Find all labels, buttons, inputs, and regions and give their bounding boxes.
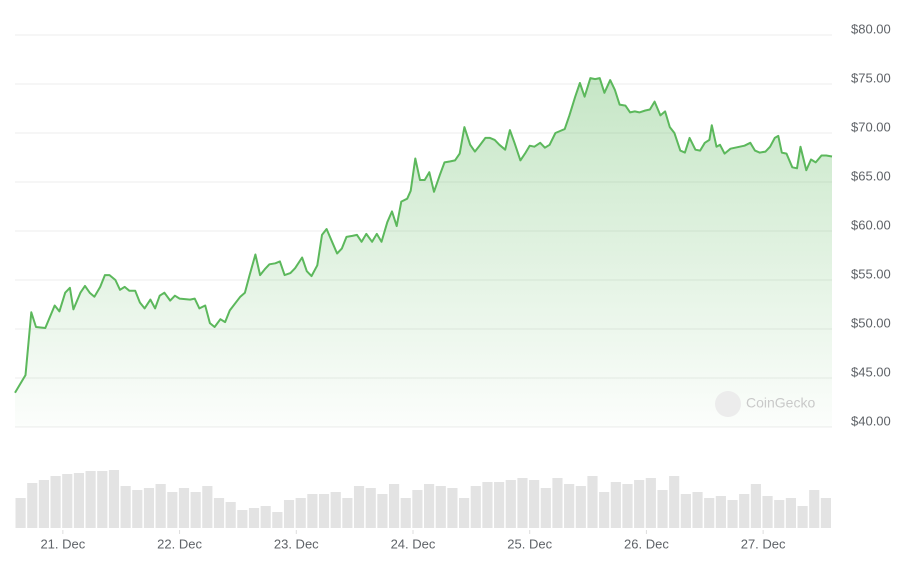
volume-bar bbox=[622, 484, 633, 528]
volume-bar bbox=[750, 484, 761, 528]
volume-bar bbox=[330, 492, 341, 528]
watermark-text: CoinGecko bbox=[746, 395, 815, 411]
volume-bar bbox=[634, 480, 645, 528]
volume-bar bbox=[108, 470, 120, 528]
volume-bar bbox=[307, 494, 318, 528]
watermark-logo bbox=[715, 391, 741, 417]
y-tick-label: $65.00 bbox=[851, 168, 891, 183]
volume-bar bbox=[459, 498, 470, 528]
volume-bar bbox=[727, 500, 738, 528]
volume-bar bbox=[50, 476, 61, 528]
volume-bar bbox=[610, 482, 621, 528]
y-tick-label: $45.00 bbox=[851, 364, 891, 379]
volume-bar bbox=[62, 474, 73, 528]
volume-bar bbox=[575, 486, 586, 528]
y-tick-label: $75.00 bbox=[851, 70, 891, 85]
volume-bar bbox=[494, 482, 505, 528]
volume-bar bbox=[564, 484, 575, 528]
x-tick-label: 25. Dec bbox=[507, 536, 552, 551]
volume-bar bbox=[505, 480, 516, 528]
volume-bar bbox=[809, 490, 820, 528]
volume-bar bbox=[529, 480, 540, 528]
volume-bar bbox=[424, 484, 435, 528]
volume-bar bbox=[715, 496, 726, 528]
volume-bar bbox=[447, 488, 458, 528]
volume-bar bbox=[680, 494, 691, 528]
volume-bar bbox=[820, 498, 831, 528]
y-tick-label: $55.00 bbox=[851, 266, 891, 281]
x-tick-label: 24. Dec bbox=[391, 536, 436, 551]
volume-bar bbox=[587, 476, 598, 528]
volume-bar bbox=[540, 488, 551, 528]
volume-bar bbox=[657, 490, 668, 528]
volume-bar bbox=[692, 492, 703, 528]
volume-bar bbox=[213, 498, 225, 528]
volume-bar bbox=[225, 502, 236, 528]
volume-bar bbox=[283, 500, 295, 528]
y-tick-label: $40.00 bbox=[851, 413, 891, 428]
volume-bar bbox=[762, 496, 773, 528]
volume-bar bbox=[167, 492, 178, 528]
volume-bar bbox=[669, 476, 680, 528]
volume-bar bbox=[318, 494, 330, 528]
y-tick-label: $50.00 bbox=[851, 315, 891, 330]
volume-bar bbox=[272, 512, 283, 528]
price-line bbox=[14, 77, 833, 394]
x-tick-label: 27. Dec bbox=[741, 536, 786, 551]
volume-bar bbox=[342, 498, 353, 528]
volume-bar bbox=[260, 506, 271, 528]
volume-bar bbox=[785, 498, 796, 528]
volume-bar bbox=[739, 494, 750, 528]
volume-bar bbox=[517, 478, 528, 528]
volume-bar bbox=[482, 482, 493, 528]
volume-bar bbox=[120, 486, 131, 528]
volume-bar bbox=[155, 484, 166, 528]
volume-bar bbox=[388, 484, 400, 528]
y-tick-label: $80.00 bbox=[851, 21, 891, 36]
volume-bar bbox=[202, 486, 213, 528]
volume-bar bbox=[15, 498, 26, 528]
volume-bar bbox=[774, 500, 785, 528]
volume-bar bbox=[73, 473, 85, 528]
x-tick-label: 26. Dec bbox=[624, 536, 669, 551]
volume-bar bbox=[295, 498, 306, 528]
volume-bar bbox=[412, 490, 423, 528]
volume-bar bbox=[599, 492, 610, 528]
area-fill bbox=[15, 78, 832, 427]
volume-bar bbox=[38, 480, 50, 528]
volume-bar bbox=[400, 498, 411, 528]
volume-bar bbox=[97, 471, 108, 528]
volume-bar bbox=[797, 506, 808, 528]
volume-bar bbox=[190, 492, 201, 528]
x-tick-label: 22. Dec bbox=[157, 536, 202, 551]
x-tick-label: 21. Dec bbox=[40, 536, 85, 551]
y-tick-label: $60.00 bbox=[851, 217, 891, 232]
volume-bar bbox=[470, 486, 481, 528]
volume-bar bbox=[645, 478, 656, 528]
volume-bar bbox=[377, 494, 388, 528]
volume-bar bbox=[178, 488, 190, 528]
volume-bar bbox=[237, 510, 248, 528]
volume-bar bbox=[353, 486, 365, 528]
watermark: CoinGecko bbox=[715, 391, 815, 417]
volume-bar bbox=[85, 471, 96, 528]
volume-bar bbox=[365, 488, 376, 528]
volume-bar bbox=[143, 488, 155, 528]
volume-bar bbox=[704, 498, 715, 528]
volume-bar bbox=[435, 486, 446, 528]
volume-bar bbox=[248, 508, 260, 528]
x-tick-label: 23. Dec bbox=[274, 536, 319, 551]
volume-bar bbox=[27, 483, 38, 528]
volume-bar bbox=[132, 490, 143, 528]
volume-bar bbox=[552, 478, 563, 528]
y-tick-label: $70.00 bbox=[851, 119, 891, 134]
